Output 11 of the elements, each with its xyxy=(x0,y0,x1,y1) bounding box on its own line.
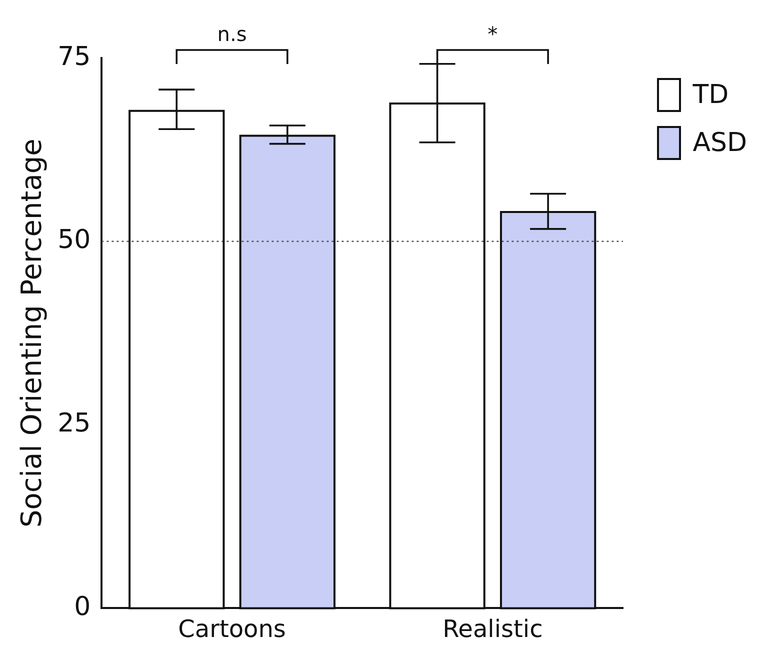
text: * xyxy=(488,22,498,46)
y-tick-label: 75 xyxy=(58,42,91,72)
y-tick-label: 25 xyxy=(58,408,91,439)
y-axis-title: Social Orienting Percentage xyxy=(15,138,48,528)
y-tick-label: 0 xyxy=(74,592,91,622)
text: n.s xyxy=(217,22,247,46)
legend-label: ASD xyxy=(692,128,747,158)
text: TD xyxy=(692,80,729,110)
x-tick-label: Realistic xyxy=(442,614,543,643)
y-tick-label: 50 xyxy=(58,225,91,256)
x-tick-label: Cartoons xyxy=(178,614,286,643)
